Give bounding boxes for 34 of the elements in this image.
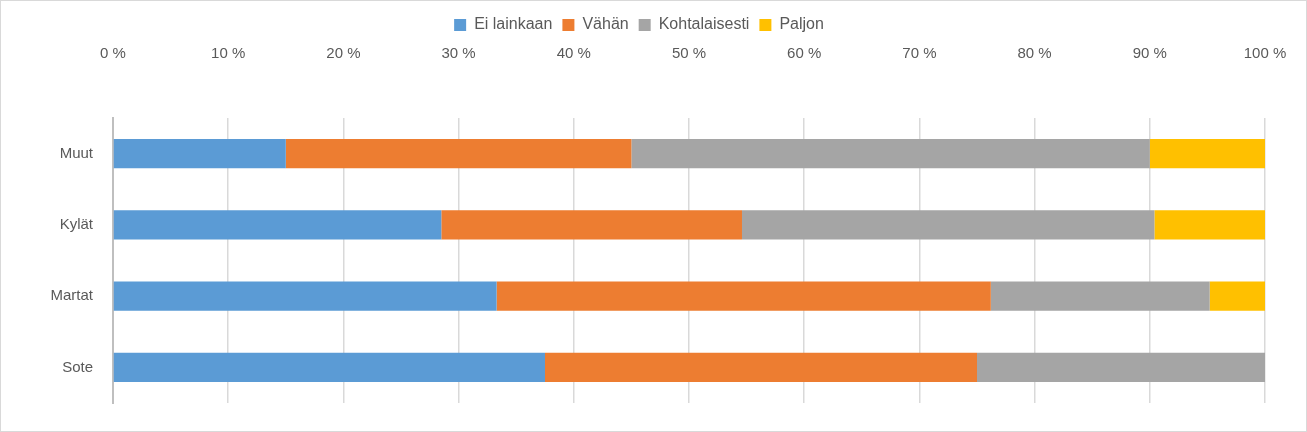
- x-tick-label: 90 %: [1132, 44, 1167, 62]
- x-tick-label: 40 %: [556, 44, 591, 62]
- bar: [545, 352, 977, 382]
- bar: [113, 352, 545, 382]
- bar: [441, 210, 742, 240]
- y-tick-label: Kylät: [59, 215, 94, 233]
- y-tick-label: Muut: [59, 143, 94, 161]
- legend-label: Ei lainkaan: [474, 15, 553, 33]
- legend-label: Paljon: [779, 15, 824, 33]
- bar: [285, 139, 632, 169]
- bar: [496, 281, 991, 311]
- x-tick-label: 50 %: [671, 44, 707, 62]
- bar: [631, 139, 1150, 169]
- bar: [977, 352, 1265, 382]
- bar: [741, 210, 1155, 240]
- legend-label: Kohtalaisesti: [658, 15, 750, 33]
- legend-label: Vähän: [582, 15, 629, 33]
- x-tick-label: 80 %: [1017, 44, 1052, 62]
- y-tick-label: Sote: [62, 357, 93, 375]
- bar: [113, 281, 497, 311]
- bar: [1209, 281, 1265, 311]
- bar: [990, 281, 1210, 311]
- x-tick-label: 100 %: [1243, 44, 1287, 62]
- x-tick-label: 20 %: [326, 44, 361, 62]
- x-tick-label: 30 %: [441, 44, 476, 62]
- x-tick-label: 10 %: [211, 44, 246, 62]
- y-tick-label: Martat: [50, 286, 94, 304]
- x-tick-label: 60 %: [787, 44, 822, 62]
- bar: [1154, 210, 1265, 240]
- x-tick-label: 70 %: [902, 44, 937, 62]
- x-tick-label: 0 %: [100, 44, 126, 62]
- bar: [113, 139, 286, 169]
- bar: [113, 210, 442, 240]
- bar: [1149, 139, 1265, 169]
